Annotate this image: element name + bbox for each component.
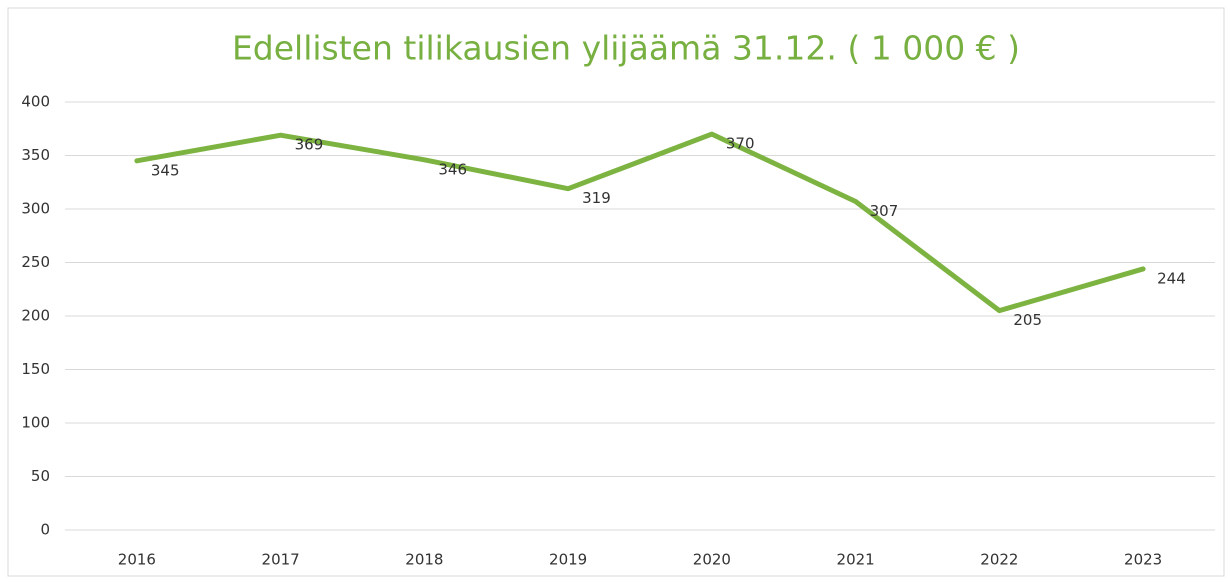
x-tick-label: 2023: [1124, 551, 1162, 569]
y-tick-label: 50: [31, 467, 50, 485]
data-label: 307: [870, 202, 899, 220]
y-tick-label: 350: [21, 146, 50, 164]
x-tick-label: 2020: [693, 551, 731, 569]
data-label: 370: [726, 135, 755, 153]
x-tick-label: 2017: [262, 551, 300, 569]
x-tick-label: 2018: [405, 551, 443, 569]
chart-title: Edellisten tilikausien ylijäämä 31.12. (…: [232, 29, 1020, 68]
y-tick-label: 200: [21, 307, 50, 325]
x-tick-label: 2016: [118, 551, 156, 569]
data-label: 205: [1013, 311, 1042, 329]
y-tick-label: 0: [40, 521, 50, 539]
y-tick-label: 250: [21, 253, 50, 271]
data-label: 319: [582, 189, 611, 207]
data-label: 345: [151, 161, 180, 179]
data-line: [134, 131, 1146, 314]
x-tick-label: 2021: [837, 551, 875, 569]
y-tick-label: 150: [21, 360, 50, 378]
y-tick-label: 400: [21, 93, 50, 111]
data-label: 244: [1157, 269, 1186, 287]
y-tick-label: 100: [21, 414, 50, 432]
x-tick-label: 2022: [980, 551, 1018, 569]
data-label: 369: [295, 136, 324, 154]
y-tick-label: 300: [21, 200, 50, 218]
data-label: 346: [438, 160, 467, 178]
chart-border: [7, 7, 1225, 577]
x-tick-label: 2019: [549, 551, 587, 569]
